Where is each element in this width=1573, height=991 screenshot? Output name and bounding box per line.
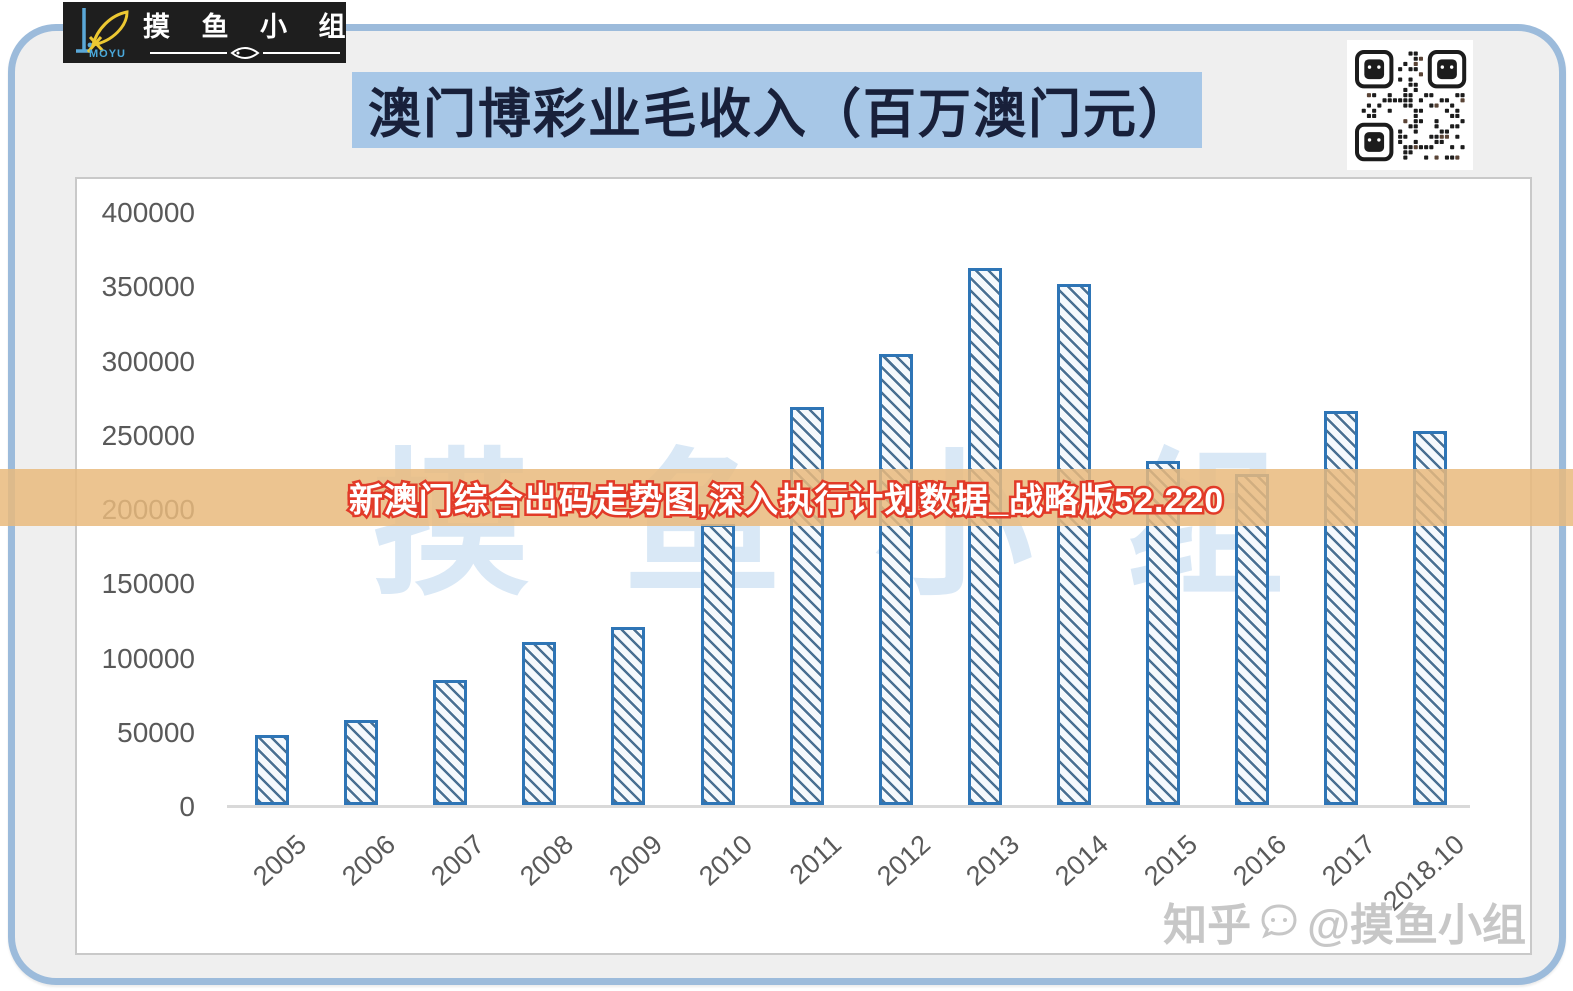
bar-2005 [255, 735, 289, 805]
x-tick-label: 2006 [336, 829, 402, 892]
y-tick-label: 150000 [101, 568, 195, 600]
bar-2010 [700, 524, 735, 805]
chart-panel: 摸 鱼 小 组 40000035000030000025000020000015… [75, 177, 1532, 955]
logo-title-text: 摸 鱼 小 组 [143, 11, 358, 42]
bar-2008 [522, 642, 557, 805]
moyu-logo: MOYU 摸 鱼 小 组 [63, 2, 346, 63]
fish-logo-icon: MOYU [69, 5, 133, 61]
y-tick-label: 0 [179, 791, 195, 822]
overlay-banner: 新澳门综合出码走势图,深入执行计划数据_战略版52.220 [0, 469, 1573, 526]
bar-2012 [878, 354, 913, 805]
bar-2013 [967, 268, 1002, 805]
y-tick-label: 400000 [101, 197, 195, 228]
logo-brand-text: MOYU [89, 47, 126, 60]
bar-2009 [611, 627, 646, 805]
y-tick-label: 100000 [101, 642, 195, 674]
y-tick-label: 250000 [101, 419, 195, 451]
x-tick-label: 2007 [425, 829, 491, 892]
page-title: 澳门博彩业毛收入（百万澳门元） [368, 85, 1193, 144]
x-tick-label: 2017 [1316, 829, 1382, 892]
zhihu-watermark: 知乎 @摸鱼小组 [1100, 889, 1530, 953]
y-tick-label: 300000 [101, 345, 195, 377]
bar-2007 [433, 680, 468, 805]
logo-divider [150, 45, 341, 61]
chat-bubble-icon [1259, 901, 1299, 941]
y-tick-label: 50000 [117, 716, 195, 748]
zhihu-handle: @摸鱼小组 [1307, 901, 1526, 950]
x-tick-label: 2009 [603, 829, 669, 892]
overlay-text: 新澳门综合出码走势图,深入执行计划数据_战略版52.220 [346, 480, 1225, 523]
bar-2016 [1235, 474, 1270, 805]
qr-code [1347, 40, 1473, 170]
x-tick-label: 2012 [871, 829, 936, 892]
x-tick-label: 2010 [692, 829, 758, 892]
bar-2011 [789, 407, 824, 805]
x-tick-label: 2014 [1049, 829, 1114, 892]
x-tick-label: 2005 [247, 829, 313, 892]
y-tick-label: 350000 [101, 271, 195, 303]
title-banner: 澳门博彩业毛收入（百万澳门元） [352, 72, 1202, 148]
x-tick-label: 2013 [960, 829, 1025, 892]
x-tick-label: 2016 [1227, 829, 1293, 892]
x-tick-label: 2008 [514, 829, 580, 892]
x-tick-label: 2015 [1138, 829, 1204, 892]
zhihu-prefix: 知乎 [1163, 901, 1252, 950]
x-tick-label: 2011 [783, 829, 847, 891]
bar-2006 [344, 720, 379, 805]
fish-divider-icon [230, 45, 260, 61]
bar-2014 [1056, 284, 1091, 805]
x-axis-line [227, 805, 1470, 808]
plot-area: 4000003500003000002500002000001500001000… [77, 179, 1530, 953]
